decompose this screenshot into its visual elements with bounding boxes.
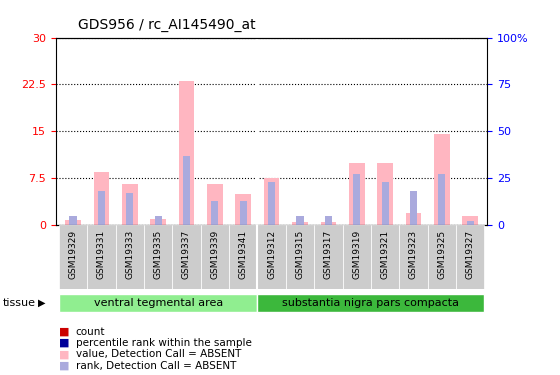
Bar bbox=[122, 184, 138, 225]
Bar bbox=[150, 219, 166, 225]
Text: GSM19335: GSM19335 bbox=[153, 230, 162, 279]
Bar bbox=[349, 162, 365, 225]
Text: GSM19329: GSM19329 bbox=[68, 230, 77, 279]
Text: GSM19341: GSM19341 bbox=[239, 230, 248, 279]
Text: ventral tegmental area: ventral tegmental area bbox=[94, 298, 223, 308]
Text: ■: ■ bbox=[59, 361, 69, 370]
Bar bbox=[466, 221, 474, 225]
Text: GDS956 / rc_AI145490_at: GDS956 / rc_AI145490_at bbox=[77, 18, 255, 32]
Text: ■: ■ bbox=[59, 350, 69, 359]
Bar bbox=[235, 194, 251, 225]
Bar bbox=[286, 225, 314, 289]
Text: GSM19331: GSM19331 bbox=[97, 230, 106, 279]
Bar bbox=[144, 225, 172, 289]
Bar bbox=[410, 191, 417, 225]
Bar bbox=[207, 184, 223, 225]
Bar bbox=[377, 162, 393, 225]
Text: GSM19323: GSM19323 bbox=[409, 230, 418, 279]
Bar bbox=[296, 216, 304, 225]
Bar bbox=[98, 191, 105, 225]
Text: GSM19327: GSM19327 bbox=[466, 230, 475, 279]
Bar bbox=[87, 225, 115, 289]
Bar bbox=[434, 134, 450, 225]
Bar bbox=[126, 193, 133, 225]
Bar bbox=[399, 225, 428, 289]
Bar bbox=[343, 225, 371, 289]
Text: ■: ■ bbox=[59, 338, 69, 348]
Bar bbox=[211, 201, 218, 225]
Text: GSM19321: GSM19321 bbox=[381, 230, 390, 279]
Bar bbox=[94, 172, 109, 225]
Bar bbox=[240, 201, 247, 225]
Bar bbox=[405, 213, 421, 225]
Text: GSM19312: GSM19312 bbox=[267, 230, 276, 279]
Bar bbox=[179, 81, 194, 225]
Bar bbox=[59, 225, 87, 289]
Bar bbox=[463, 216, 478, 225]
Bar bbox=[320, 222, 336, 225]
Bar bbox=[264, 178, 279, 225]
Text: GSM19319: GSM19319 bbox=[352, 230, 361, 279]
Bar bbox=[200, 225, 229, 289]
Bar bbox=[69, 216, 77, 225]
Bar bbox=[229, 225, 258, 289]
Bar bbox=[371, 225, 399, 289]
Text: GSM19337: GSM19337 bbox=[182, 230, 191, 279]
Text: substantia nigra pars compacta: substantia nigra pars compacta bbox=[282, 298, 459, 308]
Bar bbox=[292, 222, 308, 225]
Text: GSM19317: GSM19317 bbox=[324, 230, 333, 279]
Text: GSM19325: GSM19325 bbox=[437, 230, 446, 279]
Bar bbox=[268, 182, 275, 225]
Text: ■: ■ bbox=[59, 327, 69, 337]
Text: tissue: tissue bbox=[3, 298, 36, 308]
Bar bbox=[59, 294, 258, 312]
Bar bbox=[155, 216, 162, 225]
Bar bbox=[172, 225, 200, 289]
Text: count: count bbox=[76, 327, 105, 337]
Text: ▶: ▶ bbox=[38, 298, 45, 308]
Text: value, Detection Call = ABSENT: value, Detection Call = ABSENT bbox=[76, 350, 241, 359]
Bar bbox=[65, 220, 81, 225]
Text: GSM19339: GSM19339 bbox=[211, 230, 220, 279]
Text: GSM19333: GSM19333 bbox=[125, 230, 134, 279]
Text: percentile rank within the sample: percentile rank within the sample bbox=[76, 338, 251, 348]
Bar bbox=[438, 174, 445, 225]
Bar bbox=[353, 174, 360, 225]
Bar bbox=[258, 294, 484, 312]
Bar bbox=[456, 225, 484, 289]
Bar bbox=[258, 225, 286, 289]
Bar bbox=[183, 156, 190, 225]
Text: GSM19315: GSM19315 bbox=[296, 230, 305, 279]
Text: rank, Detection Call = ABSENT: rank, Detection Call = ABSENT bbox=[76, 361, 236, 370]
Bar bbox=[115, 225, 144, 289]
Bar bbox=[314, 225, 343, 289]
Bar bbox=[428, 225, 456, 289]
Bar bbox=[325, 216, 332, 225]
Bar bbox=[381, 182, 389, 225]
